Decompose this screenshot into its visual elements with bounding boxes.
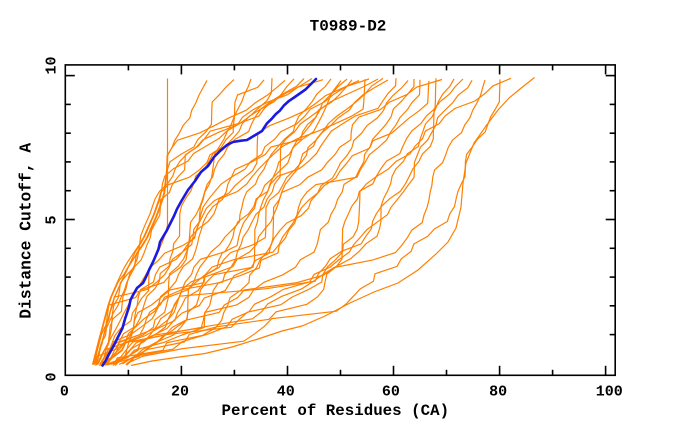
- svg-text:Distance Cutoff, A: Distance Cutoff, A: [17, 143, 36, 319]
- svg-text:80: 80: [489, 384, 507, 401]
- svg-text:100: 100: [596, 384, 623, 401]
- svg-text:10: 10: [44, 56, 61, 74]
- svg-text:0: 0: [60, 384, 69, 401]
- svg-text:0: 0: [44, 372, 61, 381]
- svg-text:40: 40: [277, 384, 295, 401]
- svg-text:Percent of Residues (CA): Percent of Residues (CA): [222, 402, 450, 420]
- svg-text:T0989-D2: T0989-D2: [310, 18, 387, 36]
- svg-text:5: 5: [44, 215, 61, 224]
- svg-text:60: 60: [382, 384, 400, 401]
- svg-text:20: 20: [171, 384, 189, 401]
